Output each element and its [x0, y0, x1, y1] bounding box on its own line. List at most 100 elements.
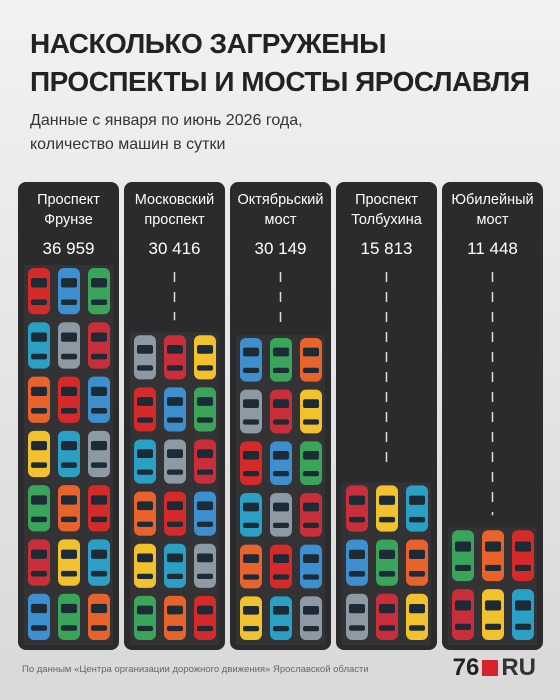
category-label: Октябрьский мост [237, 192, 324, 228]
car-window [303, 522, 319, 528]
car-window [409, 495, 425, 505]
car-window [61, 462, 77, 468]
car-window [303, 554, 319, 564]
car-window [91, 516, 107, 523]
car-window [167, 521, 183, 527]
car-window [243, 502, 259, 512]
car-window [455, 541, 471, 552]
car-window [379, 516, 395, 523]
car [512, 589, 534, 640]
car-window [243, 471, 259, 477]
car-window [61, 441, 77, 451]
car-window [273, 347, 289, 357]
car [58, 322, 80, 369]
car-window [273, 626, 289, 632]
car-window [61, 570, 77, 577]
car-window [243, 626, 259, 632]
category-label: Проспект Толбухина [351, 192, 422, 228]
car [240, 389, 262, 434]
car-window [273, 554, 289, 564]
car-window [303, 471, 319, 477]
car-window [137, 553, 153, 563]
car-window [167, 344, 183, 354]
car-window [137, 417, 153, 423]
car-window [273, 522, 289, 528]
car-window [91, 570, 107, 577]
car [270, 493, 292, 537]
car-window [273, 605, 289, 615]
car-window [243, 522, 259, 528]
car [376, 485, 398, 532]
car-window [197, 553, 213, 563]
car-window [303, 626, 319, 632]
logo-domain: RU [501, 654, 536, 681]
bar [236, 335, 325, 645]
source: По данным «Центра организации дорожного … [22, 664, 369, 675]
car-window [485, 541, 501, 552]
logo-number: 76 [452, 654, 480, 681]
car [346, 593, 368, 640]
car-window [167, 365, 183, 371]
car-window [273, 574, 289, 580]
car-window [31, 516, 47, 523]
category-label: Юбилейный мост [451, 192, 534, 228]
car [300, 441, 322, 486]
car-window [91, 332, 107, 342]
car [452, 530, 474, 582]
value-label: 36 959 [42, 239, 95, 258]
car-window [167, 501, 183, 511]
car [194, 543, 216, 588]
car-window [379, 495, 395, 505]
car-window [167, 469, 183, 475]
car-window [137, 344, 153, 354]
car [194, 439, 216, 484]
car [406, 539, 428, 586]
car-window [197, 501, 213, 511]
car-window [197, 605, 213, 615]
car-window [61, 353, 77, 360]
car [406, 593, 428, 640]
car [300, 544, 322, 589]
car [58, 376, 80, 423]
car [270, 338, 292, 382]
car-window [349, 571, 365, 577]
car-window [349, 603, 365, 614]
car-window [303, 574, 319, 580]
car-window [91, 386, 107, 397]
car-window [303, 367, 319, 373]
car [58, 593, 80, 640]
car [376, 539, 398, 586]
car [240, 493, 262, 537]
car [194, 595, 216, 640]
car-window [167, 449, 183, 459]
car-window [243, 450, 259, 460]
car-window [243, 399, 259, 409]
car [88, 322, 110, 369]
car [300, 596, 322, 640]
car [88, 539, 110, 586]
car [28, 322, 50, 369]
car-window [197, 449, 213, 459]
car [28, 376, 50, 423]
car-window [485, 564, 501, 571]
car-window [167, 397, 183, 406]
car [164, 439, 186, 484]
car-window [61, 603, 77, 614]
car-window [243, 554, 259, 564]
car [482, 530, 504, 582]
car-window [197, 469, 213, 475]
car-window [91, 625, 107, 631]
car [164, 335, 186, 380]
car-window [31, 495, 47, 505]
logo: 76 RU [453, 654, 536, 682]
car-window [273, 471, 289, 477]
car-window [137, 365, 153, 371]
car-window [485, 623, 501, 630]
car [164, 491, 186, 536]
car-window [303, 502, 319, 512]
car-window [61, 278, 77, 288]
car-window [409, 516, 425, 523]
car-window [91, 299, 107, 306]
car-window [349, 516, 365, 523]
car-window [61, 516, 77, 523]
